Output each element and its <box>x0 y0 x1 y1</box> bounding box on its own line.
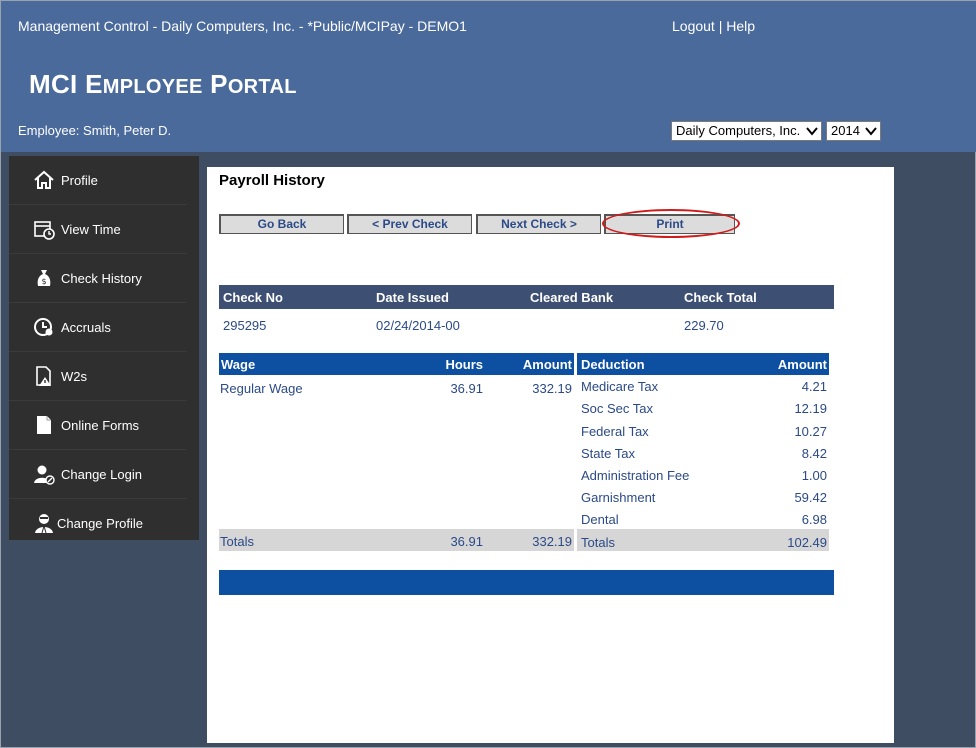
sidebar-item-label: Check History <box>61 271 142 286</box>
page-title: Payroll History <box>219 172 325 189</box>
calendar-clock-icon <box>34 221 55 240</box>
sidebar-item-label: Profile <box>61 173 98 188</box>
deduction-amount: 10.27 <box>794 424 827 439</box>
totals-amount: 332.19 <box>532 534 572 549</box>
deduction-amount: 12.19 <box>794 401 827 416</box>
deduction-amount: 1.00 <box>801 468 827 483</box>
user-edit-icon <box>34 465 55 485</box>
deduction-name: State Tax <box>581 446 635 461</box>
deduction-amount: 8.42 <box>801 446 827 461</box>
deduction-totals-row: Totals 102.49 <box>577 529 829 551</box>
link-separator: | <box>718 18 723 34</box>
sidebar-item-label: W2s <box>61 369 87 384</box>
deduction-name: Garnishment <box>581 490 656 505</box>
check-table-header: Check No Date Issued Cleared Bank Check … <box>219 285 834 309</box>
deduction-name: Soc Sec Tax <box>581 401 654 416</box>
deduction-amount: 59.42 <box>794 490 827 505</box>
sidebar-item-view-time[interactable]: View Time <box>9 205 187 254</box>
app-title: Management Control - Daily Computers, In… <box>18 18 467 34</box>
sidebar-item-label: Accruals <box>61 320 111 335</box>
sidebar-item-online-forms[interactable]: Online Forms <box>9 401 187 450</box>
sidebar-item-accruals[interactable]: Accruals <box>9 303 187 352</box>
totals-amount: 102.49 <box>787 535 827 550</box>
wage-hours: 36.91 <box>450 381 483 396</box>
document-warning-icon <box>36 366 51 386</box>
column-header: Check No <box>223 290 283 305</box>
next-check-button[interactable]: Next Check > <box>476 214 601 234</box>
column-header: Cleared Bank <box>530 290 614 305</box>
sidebar-item-change-profile[interactable]: Change Profile <box>9 499 187 548</box>
wage-totals-row: Totals 36.91 332.19 <box>219 529 574 551</box>
sidebar-item-label: Online Forms <box>61 418 140 433</box>
wage-amount: 332.19 <box>532 381 572 396</box>
employee-name: Employee: Smith, Peter D. <box>18 123 172 138</box>
print-highlight-annotation <box>602 209 740 238</box>
year-select[interactable]: 2014 <box>826 121 881 141</box>
column-header: Amount <box>522 357 572 372</box>
prev-check-button[interactable]: < Prev Check <box>347 214 472 234</box>
svg-text:$: $ <box>41 277 46 286</box>
footer-bar <box>219 570 834 595</box>
deduction-amount: 4.21 <box>801 379 827 394</box>
chevron-down-icon <box>806 127 818 136</box>
wage-table-header: Wage Hours Amount <box>219 353 574 375</box>
sidebar-item-label: Change Login <box>61 467 142 482</box>
date-issued: 02/24/2014-00 <box>376 318 460 333</box>
deduction-table-header: Deduction Amount <box>577 353 829 375</box>
deduction-amount: 6.98 <box>801 512 827 527</box>
column-header: Amount <box>777 357 827 372</box>
sidebar-item-profile[interactable]: Profile <box>9 156 187 205</box>
column-header: Check Total <box>684 290 757 305</box>
main-content: Payroll History Go Back < Prev Check Nex… <box>207 167 894 743</box>
sidebar-item-label: View Time <box>61 222 121 237</box>
home-icon <box>34 170 54 189</box>
totals-hours: 36.91 <box>450 534 483 549</box>
table-row: 295295 02/24/2014-00 229.70 <box>219 313 834 333</box>
company-select-value: Daily Computers, Inc. <box>676 123 801 138</box>
column-header: Date Issued <box>376 290 449 305</box>
deduction-name: Administration Fee <box>581 468 690 483</box>
check-no: 295295 <box>223 318 267 333</box>
year-select-value: 2014 <box>831 123 860 138</box>
sidebar-item-label: Change Profile <box>57 516 143 531</box>
totals-label: Totals <box>220 534 254 549</box>
document-icon <box>37 416 51 434</box>
help-link[interactable]: Help <box>726 18 756 34</box>
sidebar-nav: Profile View Time $ Check History Accrua… <box>9 156 199 540</box>
go-back-button[interactable]: Go Back <box>219 214 344 234</box>
check-total: 229.70 <box>684 318 724 333</box>
sidebar-item-change-login[interactable]: Change Login <box>9 450 187 499</box>
deduction-name: Medicare Tax <box>581 379 659 394</box>
deduction-name: Dental <box>581 512 619 527</box>
column-header: Wage <box>221 357 256 372</box>
wage-name: Regular Wage <box>220 381 303 396</box>
logout-link[interactable]: Logout <box>672 18 715 34</box>
page-header: Management Control - Daily Computers, In… <box>1 1 976 152</box>
portal-title: MCI EMPLOYEE PORTAL <box>29 69 297 99</box>
chevron-down-icon <box>865 127 877 136</box>
money-bag-icon: $ <box>37 270 51 286</box>
totals-label: Totals <box>581 535 615 550</box>
column-header: Deduction <box>581 357 645 372</box>
column-header: Hours <box>445 357 483 372</box>
clock-icon <box>34 318 53 336</box>
user-profile-icon <box>35 514 53 534</box>
sidebar-item-w2s[interactable]: W2s <box>9 352 187 401</box>
sidebar-item-check-history[interactable]: $ Check History <box>9 254 187 303</box>
company-select[interactable]: Daily Computers, Inc. <box>671 121 822 141</box>
deduction-name: Federal Tax <box>581 424 649 439</box>
top-links: Logout | Help <box>672 18 755 34</box>
